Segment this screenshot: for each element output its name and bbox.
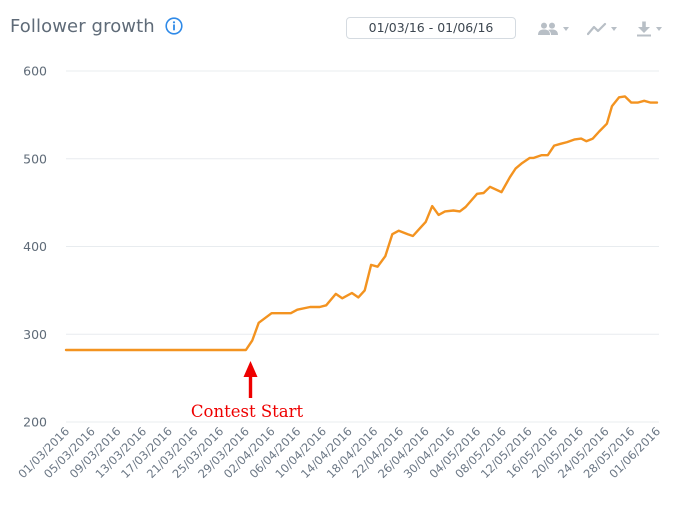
y-tick-label: 600 xyxy=(23,64,47,79)
users-icon xyxy=(538,22,558,35)
x-axis: 01/03/201605/03/201609/03/201613/03/2016… xyxy=(15,424,663,481)
audience-dropdown-button[interactable] xyxy=(537,20,569,38)
chevron-down-icon xyxy=(611,27,617,31)
y-tick-label: 200 xyxy=(23,415,47,430)
date-range-picker[interactable]: 01/03/16 - 01/06/16 xyxy=(346,17,516,39)
annotation-label: Contest Start xyxy=(191,402,304,421)
arrow-up-icon xyxy=(243,361,258,377)
contest-start-annotation: Contest Start xyxy=(191,361,304,421)
y-tick-label: 400 xyxy=(23,239,47,254)
chart-title: Follower growth xyxy=(10,16,155,37)
y-axis: 200 300 400 500 600 xyxy=(23,64,47,430)
y-tick-label: 500 xyxy=(23,151,47,166)
export-dropdown-button[interactable] xyxy=(636,20,662,38)
line-chart-icon xyxy=(587,22,607,36)
chart-type-dropdown-button[interactable] xyxy=(587,20,617,38)
gridlines xyxy=(66,70,659,423)
follower-series-line xyxy=(64,95,659,352)
arrow-shaft xyxy=(248,376,253,398)
chart-header: Follower growth 01/03/16 - 01/06/16 xyxy=(0,0,691,56)
chevron-down-icon xyxy=(563,27,569,31)
info-circle-icon[interactable] xyxy=(165,17,183,35)
download-icon xyxy=(637,21,651,37)
y-tick-label: 300 xyxy=(23,327,47,342)
chevron-down-icon xyxy=(656,27,662,31)
